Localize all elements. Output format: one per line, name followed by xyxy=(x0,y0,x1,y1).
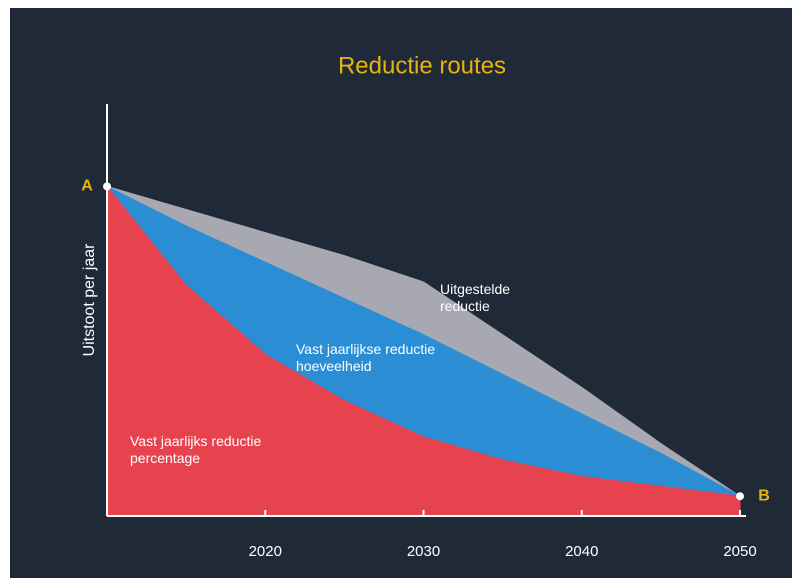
point-b xyxy=(736,492,744,501)
point-a xyxy=(103,182,111,191)
x-tick-label: 2040 xyxy=(565,543,598,560)
x-tick-label: 2030 xyxy=(407,543,440,560)
x-tick-label: 2050 xyxy=(723,543,756,560)
series-label: Uitgestelde reductie xyxy=(440,281,511,314)
series-label: Vast jaarlijkse reductie hoeveelheid xyxy=(296,341,436,374)
x-tick-label: 2020 xyxy=(249,543,282,560)
series-label: Vast jaarlijks reductie percentage xyxy=(130,433,262,466)
annotation: B xyxy=(758,487,770,504)
annotation: A xyxy=(81,178,93,195)
y-axis-label: Uitstoot per jaar xyxy=(81,243,98,357)
chart-title: Reductie routes xyxy=(338,52,506,79)
